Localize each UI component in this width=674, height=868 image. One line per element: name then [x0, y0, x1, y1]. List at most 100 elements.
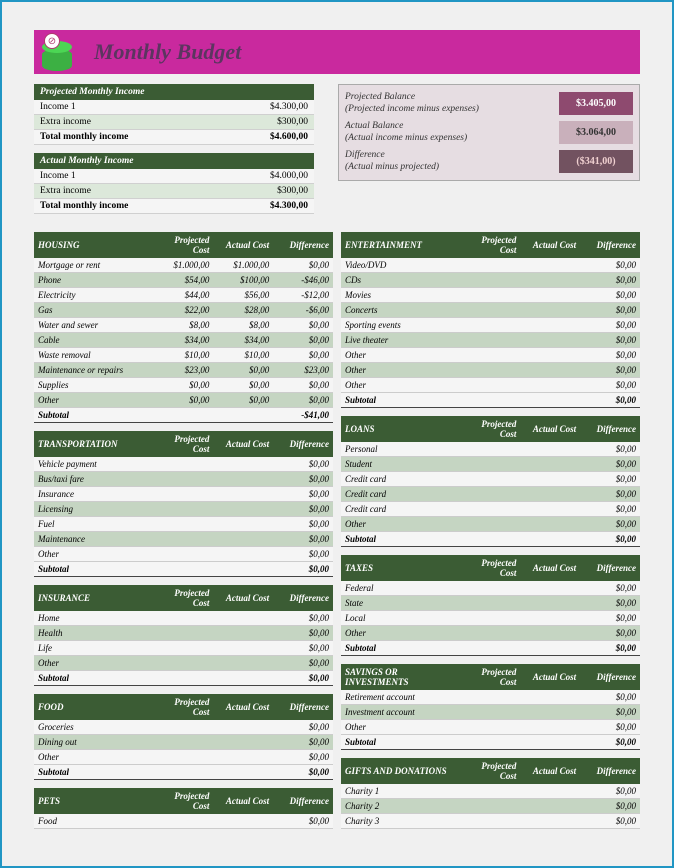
row-label: Licensing	[34, 502, 154, 517]
category-row: Food$0,00	[34, 814, 333, 829]
row-projected	[461, 502, 521, 517]
category-table: FOOD Projected Cost Actual Cost Differen…	[34, 694, 333, 780]
row-projected	[461, 517, 521, 532]
row-projected	[461, 814, 521, 829]
projected-income-header: Projected Monthly Income	[34, 84, 314, 100]
row-label: Home	[34, 611, 154, 626]
row-label: Other	[34, 656, 154, 671]
row-projected	[461, 363, 521, 378]
col-actual: Actual Cost	[520, 758, 580, 784]
row-actual	[520, 611, 580, 626]
row-label: Gas	[34, 303, 154, 318]
income-label: Income 1	[34, 100, 221, 115]
category-row: Concerts $0,00	[341, 303, 640, 318]
row-actual	[213, 547, 273, 562]
subtotal-row: Subtotal$0,00	[341, 532, 640, 547]
row-projected	[461, 596, 521, 611]
projected-income-table: Income 1$4.300,00Extra income$300,00Tota…	[34, 100, 314, 145]
row-projected	[461, 457, 521, 472]
row-projected	[154, 735, 214, 750]
category-row: Fuel$0,00	[34, 517, 333, 532]
col-projected: Projected Cost	[154, 585, 214, 611]
row-difference: $0,00	[580, 720, 640, 735]
row-difference: $0,00	[580, 258, 640, 273]
category-table: LOANS Projected Cost Actual Cost Differe…	[341, 416, 640, 547]
col-projected: Projected Cost	[461, 555, 521, 581]
row-actual	[520, 303, 580, 318]
subtotal-label: Subtotal	[341, 532, 461, 547]
col-projected: Projected Cost	[154, 232, 214, 258]
row-label: Dining out	[34, 735, 154, 750]
col-difference: Difference	[580, 758, 640, 784]
row-projected	[461, 273, 521, 288]
row-actual	[520, 457, 580, 472]
row-actual: $34,00	[213, 333, 273, 348]
category-name: GIFTS AND DONATIONS	[341, 758, 461, 784]
col-actual: Actual Cost	[213, 585, 273, 611]
row-actual	[213, 720, 273, 735]
col-actual: Actual Cost	[213, 232, 273, 258]
category-table: TRANSPORTATION Projected Cost Actual Cos…	[34, 431, 333, 577]
row-label: Federal	[341, 581, 461, 596]
subtotal-row: Subtotal$0,00	[341, 735, 640, 750]
row-difference: $0,00	[273, 378, 333, 393]
category-row: Cable$34,00$34,00$0,00	[34, 333, 333, 348]
col-projected: Projected Cost	[154, 788, 214, 814]
row-actual	[520, 626, 580, 641]
category-table: ENTERTAINMENT Projected Cost Actual Cost…	[341, 232, 640, 408]
row-projected: $1.000,00	[154, 258, 214, 273]
row-actual	[213, 532, 273, 547]
row-label: Other	[341, 378, 461, 393]
row-label: Other	[341, 720, 461, 735]
row-actual	[213, 814, 273, 829]
category-row: Gas$22,00$28,00-$6,00	[34, 303, 333, 318]
category-name: ENTERTAINMENT	[341, 232, 461, 258]
subtotal-row: Subtotal-$41,00	[34, 408, 333, 423]
category-row: Other $0,00	[341, 720, 640, 735]
category-row: Other$0,00	[341, 626, 640, 641]
subtotal-value: $0,00	[273, 765, 333, 780]
row-actual	[520, 442, 580, 457]
row-actual	[520, 363, 580, 378]
row-difference: $0,00	[580, 581, 640, 596]
row-label: Cable	[34, 333, 154, 348]
row-label: Concerts	[341, 303, 461, 318]
category-row: Other$0,00	[34, 547, 333, 562]
col-difference: Difference	[580, 555, 640, 581]
category-row: Licensing$0,00	[34, 502, 333, 517]
subtotal-label: Subtotal	[341, 735, 461, 750]
category-name: TAXES	[341, 555, 461, 581]
row-label: Vehicle payment	[34, 457, 154, 472]
category-block: HOUSING Projected Cost Actual Cost Diffe…	[34, 232, 333, 423]
row-projected: $8,00	[154, 318, 214, 333]
category-row: Waste removal$10,00$10,00$0,00	[34, 348, 333, 363]
category-row: Personal$0,00	[341, 442, 640, 457]
row-difference: $0,00	[273, 641, 333, 656]
row-label: Other	[341, 517, 461, 532]
income-total-value: $4.600,00	[221, 130, 314, 145]
row-difference: $0,00	[580, 303, 640, 318]
row-difference: $0,00	[580, 318, 640, 333]
row-label: State	[341, 596, 461, 611]
subtotal-label: Subtotal	[34, 765, 154, 780]
category-row: Life$0,00	[34, 641, 333, 656]
category-row: Supplies$0,00$0,00$0,00	[34, 378, 333, 393]
category-row: Charity 3$0,00	[341, 814, 640, 829]
row-label: Groceries	[34, 720, 154, 735]
balance-row: Projected Balance(Projected income minus…	[345, 89, 633, 118]
row-projected	[461, 705, 521, 720]
row-difference: $0,00	[580, 596, 640, 611]
row-label: Maintenance or repairs	[34, 363, 154, 378]
row-difference: $0,00	[273, 517, 333, 532]
row-actual: $100,00	[213, 273, 273, 288]
row-label: Other	[341, 363, 461, 378]
income-row: Extra income$300,00	[34, 115, 314, 130]
row-difference: $0,00	[580, 442, 640, 457]
category-row: Video/DVD $0,00	[341, 258, 640, 273]
row-difference: $0,00	[580, 517, 640, 532]
category-row: Live theater$0,00	[341, 333, 640, 348]
row-actual	[213, 472, 273, 487]
category-row: Credit card$0,00	[341, 487, 640, 502]
row-label: Video/DVD	[341, 258, 461, 273]
row-projected	[154, 547, 214, 562]
